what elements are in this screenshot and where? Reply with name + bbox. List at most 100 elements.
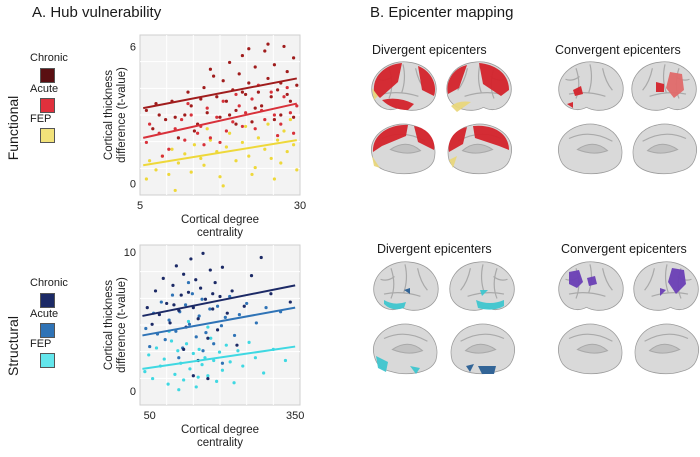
struct-convergent-title: Convergent epicenters <box>561 242 687 256</box>
brain-region <box>373 63 402 98</box>
legend-label-fep: FEP <box>30 338 52 350</box>
data-point-chronic <box>266 42 270 46</box>
data-point-chronic <box>279 113 283 117</box>
data-point-acute <box>205 106 209 110</box>
data-point-fep <box>173 188 177 193</box>
data-point-chronic <box>144 108 148 113</box>
data-point-fep <box>224 343 228 347</box>
data-point-acute <box>170 293 175 297</box>
func-divergent-title: Divergent epicenters <box>372 43 487 57</box>
data-point-chronic <box>295 83 299 87</box>
data-point-chronic <box>179 293 183 297</box>
brain-region <box>448 127 467 152</box>
row-label-structural: Structural <box>5 316 21 376</box>
data-point-fep <box>170 147 174 151</box>
brain-sulcus <box>568 292 606 297</box>
data-point-fep <box>200 363 204 367</box>
brain-sulcus <box>644 268 655 291</box>
data-point-acute <box>186 101 190 106</box>
brain-region <box>656 82 664 92</box>
brain-sulcus <box>460 268 471 291</box>
corpus-callosum <box>576 343 609 354</box>
legend-swatch-acute <box>40 323 55 338</box>
brain-sulcus <box>417 268 428 291</box>
data-point-chronic <box>186 90 190 94</box>
data-point-acute <box>276 133 280 138</box>
brain-sulcus <box>460 333 505 342</box>
data-point-fep <box>250 172 254 177</box>
data-point-chronic <box>247 47 251 51</box>
data-point-acute <box>144 326 148 331</box>
data-point-acute <box>201 349 205 353</box>
data-point-acute <box>183 303 188 307</box>
data-point-chronic <box>174 264 178 268</box>
data-point-fep <box>269 156 273 161</box>
data-point-acute <box>254 321 258 325</box>
data-point-fep <box>203 356 207 360</box>
data-point-chronic <box>203 297 208 301</box>
data-point-chronic <box>260 104 264 108</box>
legend-label-fep: FEP <box>30 113 52 125</box>
y-tick-label: 6 <box>130 41 136 53</box>
data-point-chronic <box>212 74 216 78</box>
data-point-chronic <box>206 376 210 381</box>
data-point-acute <box>231 120 235 124</box>
brain-region <box>473 125 509 150</box>
data-point-chronic <box>171 283 175 287</box>
data-point-fep <box>262 371 266 375</box>
data-point-fep <box>256 136 260 140</box>
data-point-acute <box>212 342 216 346</box>
data-point-fep <box>212 358 216 363</box>
data-point-fep <box>143 370 147 374</box>
brain-region <box>451 101 471 112</box>
brain-sulcus <box>649 92 687 97</box>
data-point-acute <box>215 115 219 119</box>
data-point-acute <box>183 138 187 142</box>
data-point-chronic <box>269 292 273 296</box>
data-point-chronic <box>250 120 254 124</box>
data-point-chronic <box>276 88 280 92</box>
y-tick-label: 10 <box>124 247 136 259</box>
func-convergent-title: Convergent epicenters <box>555 43 681 57</box>
data-point-fep <box>167 172 171 177</box>
brain-region <box>372 124 408 152</box>
data-point-fep <box>194 385 198 389</box>
data-point-fep <box>247 340 251 344</box>
functional-scatter-chart: 5 30 0 6 Cortical degree centrality Cortical t… <box>103 34 306 239</box>
data-point-acute <box>220 361 225 365</box>
data-point-chronic <box>272 63 276 67</box>
data-point-chronic <box>244 92 248 97</box>
data-point-chronic <box>183 113 187 117</box>
data-point-fep <box>253 165 257 170</box>
data-point-chronic <box>269 95 273 99</box>
structural-scatter-chart: 50 350 0 10 Cortical degree centrality Cortica… <box>103 244 304 449</box>
data-point-chronic <box>157 312 161 317</box>
data-point-chronic <box>192 129 196 133</box>
data-point-fep <box>283 358 288 363</box>
data-point-fep <box>177 388 181 392</box>
data-point-acute <box>160 154 164 158</box>
legend-label-acute: Acute <box>30 308 59 320</box>
data-point-chronic <box>213 280 217 285</box>
y-tick-label: 0 <box>130 179 136 191</box>
data-point-fep <box>183 152 187 156</box>
data-point-chronic <box>145 306 149 310</box>
data-point-chronic <box>189 104 193 108</box>
brain-sulcus <box>568 133 613 142</box>
brain-region <box>384 300 406 310</box>
data-point-chronic <box>211 292 215 296</box>
data-point-fep <box>184 342 189 346</box>
data-point-acute <box>272 113 276 117</box>
data-point-chronic <box>285 69 289 74</box>
data-point-fep <box>148 159 152 163</box>
data-point-acute <box>269 90 273 94</box>
struct-divergent-title: Divergent epicenters <box>377 242 492 256</box>
data-point-chronic <box>272 117 276 122</box>
corpus-callosum <box>464 343 497 354</box>
corpus-callosum <box>389 143 422 154</box>
data-point-fep <box>253 356 257 360</box>
data-point-acute <box>282 95 286 99</box>
x-axis-label: Cortical degree centrality <box>181 214 259 239</box>
data-point-chronic <box>240 90 244 94</box>
brain-sulcus <box>457 68 468 91</box>
